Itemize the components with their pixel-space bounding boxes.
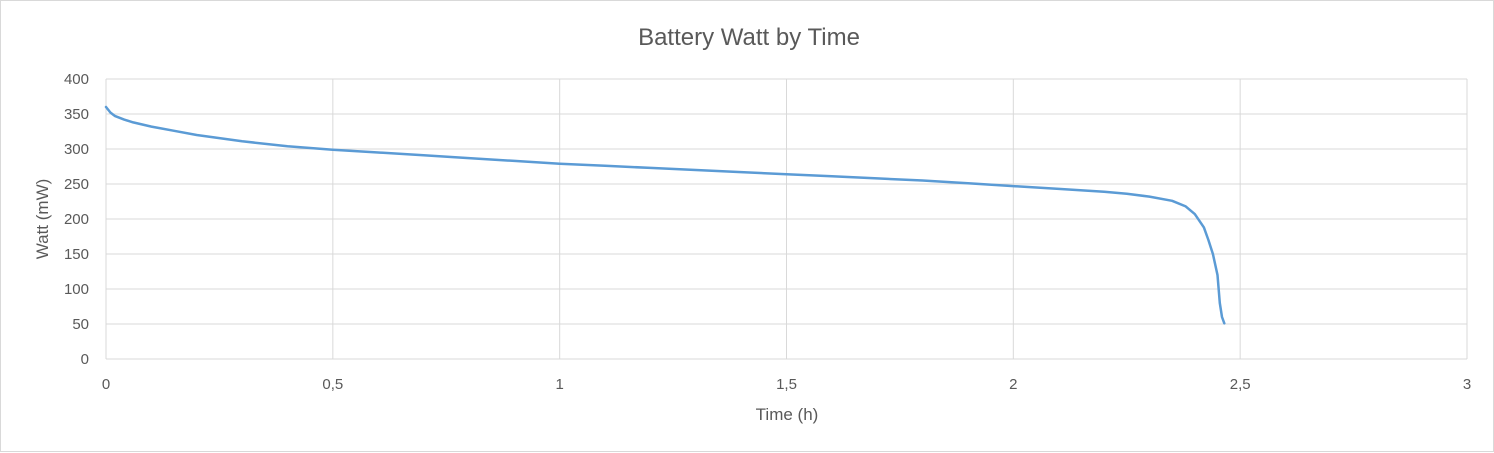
- y-tick-label: 150: [64, 246, 89, 263]
- x-tick-label: 1: [555, 376, 563, 393]
- y-tick-label: 200: [64, 211, 89, 228]
- x-tick-label: 2: [1009, 376, 1017, 393]
- x-axis-ticks: 0 0,5 1 1,5 2 2,5 3: [102, 376, 1471, 393]
- y-axis-ticks: 0 50 100 150 200 250 300 350 400: [64, 71, 89, 368]
- x-tick-label: 0: [102, 376, 110, 393]
- y-tick-label: 250: [64, 176, 89, 193]
- series-line-0: [104, 105, 1226, 325]
- x-axis-label: Time (h): [756, 405, 819, 424]
- x-tick-label: 1,5: [776, 376, 797, 393]
- chart-title: Battery Watt by Time: [638, 24, 860, 51]
- x-tick-label: 3: [1463, 376, 1471, 393]
- y-tick-label: 400: [64, 71, 89, 88]
- y-axis-label: Watt (mW): [33, 179, 52, 260]
- grid-lines: [105, 78, 1468, 360]
- x-tick-label: 2,5: [1230, 376, 1251, 393]
- y-tick-label: 350: [64, 106, 89, 123]
- y-tick-label: 0: [81, 351, 89, 368]
- series-layer: [104, 105, 1226, 325]
- y-tick-label: 100: [64, 281, 89, 298]
- y-tick-label: 300: [64, 141, 89, 158]
- x-tick-label: 0,5: [322, 376, 343, 393]
- y-tick-label: 50: [72, 316, 89, 333]
